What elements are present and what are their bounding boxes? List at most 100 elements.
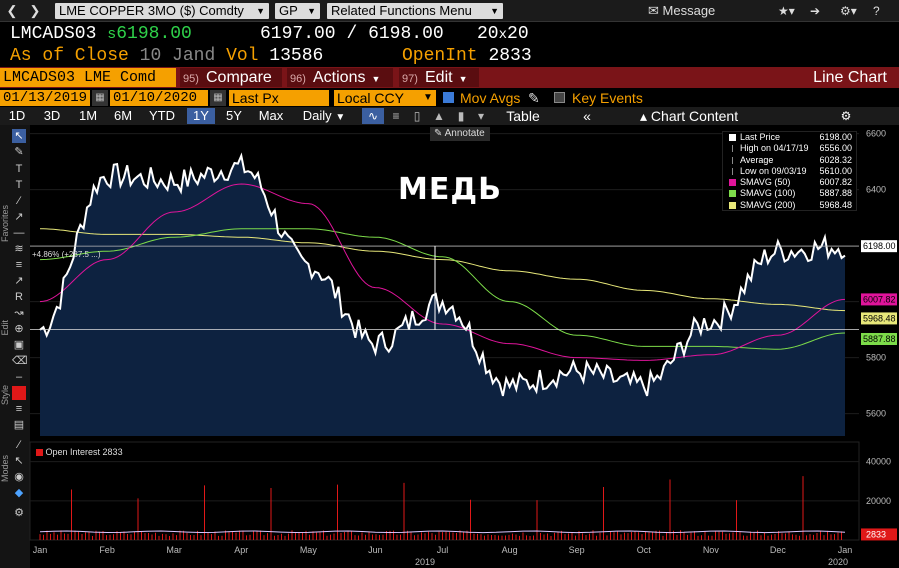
function-dropdown[interactable]: GP ▼ [275, 3, 320, 19]
settings-gear-icon[interactable]: ⚙ [838, 108, 854, 124]
bid-ask-size: 20x20 [477, 24, 529, 45]
y-tick-label: 5800 [866, 353, 886, 363]
security-dropdown[interactable]: LME COPPER 3MO ($) Comdty ▼ [55, 3, 269, 19]
text-icon[interactable]: T [12, 162, 26, 176]
collapse-icon[interactable]: « [577, 108, 597, 124]
oi-average-line [40, 531, 845, 533]
legend-row[interactable]: SMAVG (50) 6007.82 [723, 177, 856, 188]
actions-button[interactable]: 96) Actions ▼ [287, 68, 393, 87]
field-select[interactable]: Last Px [229, 90, 329, 106]
mode-draw-icon[interactable]: ∕ [12, 438, 26, 452]
back-arrow-icon[interactable]: ❮ [3, 3, 21, 19]
period-1d[interactable]: 1D [4, 108, 30, 124]
panel-gear-icon[interactable]: ⚙ [12, 506, 26, 520]
currency-select[interactable]: Local CCY [334, 90, 432, 106]
line-chart-icon[interactable]: ∿ [362, 108, 384, 124]
end-date-input[interactable]: 01/10/2020 [110, 90, 208, 106]
arrow-icon[interactable]: ➔ [810, 3, 820, 19]
lock-icon[interactable]: ▣ [12, 338, 26, 352]
ask-size: 20 [507, 24, 529, 44]
period-1m[interactable]: 1M [73, 108, 103, 124]
legend-name: SMAVG (50) [740, 177, 790, 188]
gear-icon[interactable]: ⚙▾ [840, 3, 857, 19]
color-swatch-icon[interactable] [12, 386, 26, 400]
trash-icon[interactable]: ⌫ [12, 354, 26, 368]
candle-chart-icon[interactable]: ▯ [408, 108, 426, 124]
question-icon[interactable]: ? [873, 3, 880, 19]
ruler-icon[interactable]: R [12, 290, 26, 304]
forward-arrow-icon[interactable]: ❯ [26, 3, 44, 19]
legend-row[interactable]: SMAVG (200) 5968.48 [723, 200, 856, 211]
dropdown-arrow-icon[interactable]: ▾ [473, 108, 489, 124]
bar-chart-icon[interactable]: ≡ [387, 108, 405, 124]
mode-select-icon[interactable]: ↖ [12, 454, 26, 468]
period-max[interactable]: Max [253, 108, 289, 124]
compare-button[interactable]: 95) Compare [180, 68, 282, 87]
legend-value: 5887.88 [819, 188, 852, 199]
magnet-icon[interactable]: ↝ [12, 306, 26, 320]
legend-name: SMAVG (200) [740, 200, 795, 211]
mov-avgs-checkbox[interactable] [443, 92, 454, 103]
legend-swatch [729, 134, 736, 141]
start-date-input[interactable]: 01/13/2019 [0, 90, 90, 106]
line-width-icon[interactable]: ≡ [12, 402, 26, 416]
pencil-icon[interactable]: ✎ [12, 145, 26, 159]
legend-row[interactable]: SMAVG (100) 5887.88 [723, 188, 856, 199]
annotate-label: Annotate [445, 128, 485, 139]
y-tick-label: 6400 [866, 185, 886, 195]
histogram-icon[interactable]: ▮ [452, 108, 470, 124]
x-tick-label: Oct [637, 545, 652, 555]
price-label: 6007.82 [863, 294, 896, 304]
message-label: Message [663, 3, 716, 18]
period-ytd[interactable]: YTD [143, 108, 181, 124]
calendar-icon[interactable]: ▦ [92, 90, 108, 106]
star-icon[interactable]: ★▾ [778, 3, 795, 19]
zoom-icon[interactable]: ⊕ [12, 322, 26, 336]
x-tick-label: Dec [770, 545, 787, 555]
open-interest-layer [30, 442, 859, 540]
message-button[interactable]: ✉ Message [648, 3, 715, 19]
text-size-icon[interactable]: T [12, 178, 26, 192]
trendline-icon[interactable]: ∕ [12, 194, 26, 208]
legend-row[interactable]: Last Price 6198.00 [723, 132, 856, 143]
annotate-button[interactable]: ✎ Annotate [430, 127, 490, 141]
oi-legend-label: Open Interest 2833 [46, 447, 123, 457]
x-tick-label: Jan [838, 545, 853, 555]
period-6m[interactable]: 6M [108, 108, 138, 124]
legend-row[interactable]: High on 04/17/19 6556.00 [723, 143, 856, 154]
related-functions-dropdown[interactable]: Related Functions Menu ▼ [327, 3, 503, 19]
legend-row[interactable]: Average 6028.32 [723, 155, 856, 166]
last-price: 6198.00 [116, 24, 192, 44]
edit-label: Edit [425, 69, 453, 86]
edit-button[interactable]: 97) Edit ▼ [399, 68, 479, 87]
chevron-down-icon[interactable]: ▼ [420, 90, 436, 106]
mountain-chart-icon[interactable]: ▲ [430, 108, 448, 124]
legend-swatch [732, 145, 733, 152]
related-functions-label: Related Functions Menu [331, 3, 472, 18]
arrow-draw-icon[interactable]: ↗ [12, 274, 26, 288]
cursor-icon[interactable]: ↖ [12, 129, 26, 143]
calendar-icon[interactable]: ▦ [210, 90, 226, 106]
fib-icon[interactable]: ≡ [12, 258, 26, 272]
legend-row[interactable]: Low on 09/03/19 5610.00 [723, 166, 856, 177]
period-3d[interactable]: 3D [37, 108, 67, 124]
ticker-input[interactable]: LMCADS03 LME Comd [0, 68, 176, 87]
period-1y[interactable]: 1Y [187, 108, 215, 124]
fill-icon[interactable]: ▤ [12, 418, 26, 432]
left-drawing-toolbar: Favorites Edit Style Modes ↖ ✎ T T ∕ ↗ —… [0, 125, 30, 568]
legend-value: 6198.00 [819, 132, 852, 143]
horizontal-line-icon[interactable]: — [12, 226, 26, 240]
mode-color-icon[interactable]: ◆ [12, 486, 26, 500]
period-5y[interactable]: 5Y [219, 108, 249, 124]
key-events-checkbox[interactable] [554, 92, 565, 103]
table-button[interactable]: Table [493, 108, 553, 124]
pencil-icon[interactable]: ✎ [528, 90, 540, 106]
line-style-icon[interactable]: – [12, 370, 26, 384]
actions-label: Actions [313, 69, 365, 86]
frequency-dropdown[interactable]: Daily ▼ [294, 108, 354, 124]
channel-icon[interactable]: ≋ [12, 242, 26, 256]
ray-icon[interactable]: ↗ [12, 210, 26, 224]
chart-content-button[interactable]: ▴ Chart Content [640, 108, 738, 124]
mode-snap-icon[interactable]: ◉ [12, 470, 26, 484]
x-tick-label: Feb [99, 545, 115, 555]
